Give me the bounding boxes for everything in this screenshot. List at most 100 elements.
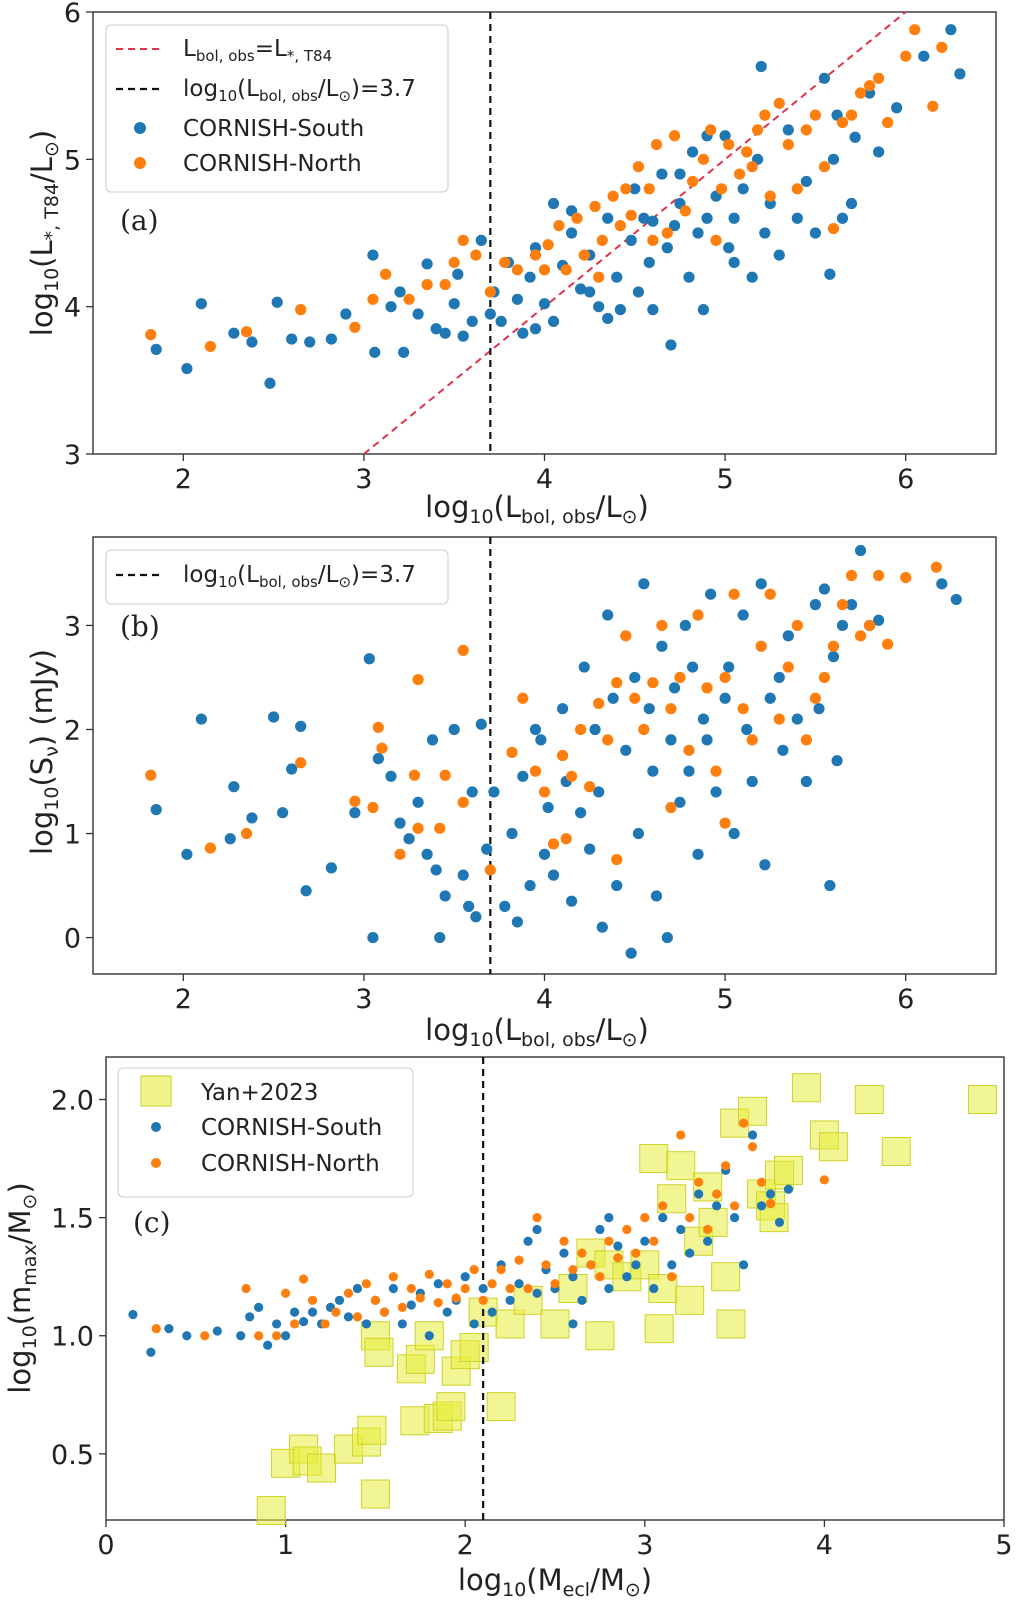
yan-2023-square	[698, 1207, 728, 1237]
north-point	[578, 249, 590, 261]
north-point	[661, 227, 673, 239]
north-point	[433, 1298, 443, 1308]
south-point	[602, 212, 614, 224]
north-point	[611, 677, 623, 689]
south-point	[457, 869, 469, 881]
south-point	[809, 227, 822, 239]
south-point	[532, 1224, 542, 1235]
north-point	[764, 588, 776, 600]
south-point	[505, 1295, 515, 1305]
south-point	[457, 330, 469, 342]
south-point	[604, 1283, 614, 1294]
south-point	[372, 753, 384, 765]
north-point	[773, 97, 785, 109]
south-point	[547, 869, 560, 881]
yan-2023-square	[256, 1496, 286, 1526]
south-point	[824, 268, 836, 280]
south-point	[647, 765, 659, 777]
north-point	[723, 139, 735, 151]
north-point	[647, 234, 659, 246]
yan-2023-square	[644, 1314, 674, 1344]
north-point	[511, 264, 524, 276]
legend-north: CORNISH-North	[183, 151, 362, 177]
legend-north-marker	[151, 1158, 161, 1168]
south-point	[723, 242, 735, 254]
south-point	[730, 1213, 740, 1223]
north-point	[565, 770, 578, 782]
north-point	[746, 161, 758, 173]
south-point	[434, 931, 446, 944]
south-point	[614, 304, 626, 316]
south-point	[524, 271, 536, 283]
south-point	[529, 323, 542, 335]
south-point	[593, 301, 605, 313]
north-point	[854, 630, 867, 642]
panel-c-ticks: 0 1 2 3 4 5 0.5 1.0 1.5 2.0	[51, 1086, 1013, 1561]
x-tick-label: 4	[536, 984, 553, 1015]
north-point	[927, 100, 939, 112]
south-point	[254, 1302, 264, 1312]
south-point	[245, 1312, 255, 1322]
north-point	[747, 1142, 758, 1152]
south-point	[475, 234, 487, 246]
legend-south-marker	[151, 1122, 161, 1132]
south-point	[584, 843, 596, 855]
north-point	[738, 1118, 749, 1128]
north-point	[457, 644, 469, 657]
south-point	[469, 1319, 479, 1329]
south-point	[547, 197, 560, 210]
south-point	[268, 711, 280, 723]
north-point	[710, 234, 722, 246]
south-point	[128, 1309, 138, 1320]
south-point	[936, 578, 948, 590]
north-point	[674, 671, 686, 684]
south-point	[607, 692, 619, 704]
yan-2023-square	[716, 1309, 746, 1339]
x-tick-label: 3	[355, 464, 372, 495]
south-point	[625, 947, 637, 959]
north-point	[204, 340, 216, 353]
north-point	[730, 1201, 740, 1211]
yan-2023-square	[436, 1392, 466, 1422]
north-point	[145, 329, 157, 341]
north-point	[556, 749, 569, 762]
north-point	[281, 1288, 291, 1298]
north-point	[370, 1295, 380, 1305]
south-point	[723, 661, 735, 673]
legend-threshold: log10(Lbol, obs/L⊙)=3.7	[183, 76, 416, 105]
north-point	[151, 1324, 161, 1334]
south-point	[577, 1295, 587, 1305]
south-point	[228, 781, 240, 793]
panel-c: 0 1 2 3 4 5 0.5 1.0 1.5 2.0 Yan+2023 CORNISH-Sout…	[3, 1056, 1013, 1601]
legend-threshold: log10(Lbol, obs/L⊙)=3.7	[183, 562, 416, 591]
south-point	[746, 775, 758, 788]
y-tick-label: 5	[64, 145, 81, 176]
north-point	[415, 1293, 425, 1303]
south-point	[629, 671, 641, 684]
south-point	[343, 1312, 354, 1322]
south-point	[719, 692, 731, 704]
north-point	[629, 692, 641, 704]
north-point	[638, 723, 650, 736]
north-point	[349, 321, 361, 333]
south-point	[363, 653, 375, 665]
panel-a-legend: Lbol, obs=L*, T84 log10(Lbol, obs/L⊙)=3.…	[105, 24, 449, 193]
south-point	[524, 879, 536, 892]
north-point	[694, 1177, 704, 1187]
y-tick-label: 3	[64, 611, 81, 642]
panel-c-legend: Yan+2023 CORNISH-South CORNISH-North	[117, 1067, 414, 1198]
north-point	[611, 853, 623, 866]
north-point	[667, 1272, 677, 1282]
north-point	[506, 746, 518, 758]
north-point	[254, 1331, 264, 1341]
north-point	[388, 1272, 398, 1282]
north-point	[439, 769, 451, 781]
panel-a-x-label: log10(Lbol, obs/L⊙)	[425, 490, 649, 528]
x-tick-label: 1	[277, 1530, 294, 1561]
south-point	[349, 807, 361, 819]
north-point	[752, 124, 764, 136]
north-point	[620, 630, 632, 642]
south-point	[836, 212, 849, 224]
south-point	[747, 1130, 758, 1140]
north-point	[791, 183, 803, 195]
